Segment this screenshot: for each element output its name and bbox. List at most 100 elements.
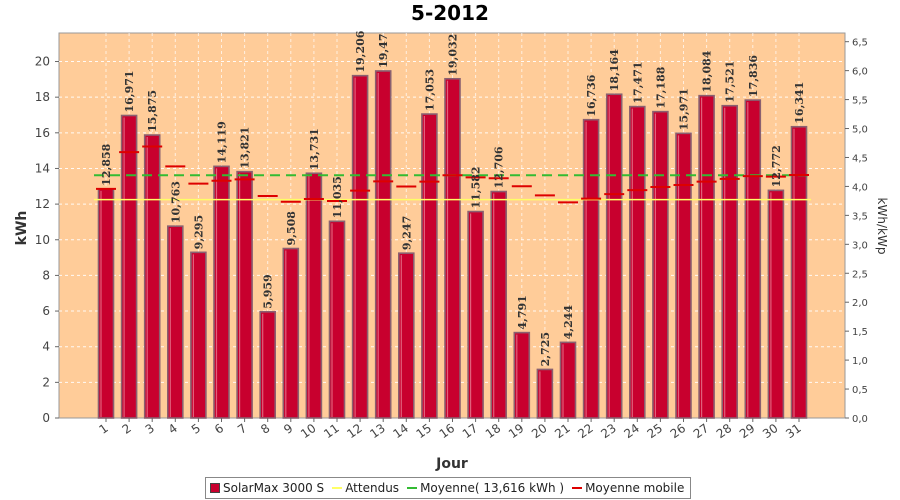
y-tick-label: 4 [42,340,50,354]
y-axis-right-title: kWh/kWp [875,198,889,255]
y-tick-label: 20 [35,55,50,69]
data-label: 5,959 [262,274,275,308]
x-tick-label: 26 [668,421,689,441]
y-tick-label: 18 [35,90,50,104]
legend-label-average: Moyenne( 13,616 kWh ) [420,481,565,495]
data-label: 16,971 [123,70,136,112]
y-right-tick-label: 2,0 [852,298,868,309]
x-tick-label: 6 [212,421,226,437]
y-tick-label: 0 [42,411,50,425]
x-tick-label: 10 [298,421,319,441]
x-tick-label: 28 [714,421,735,441]
data-label: 2,725 [539,332,552,366]
data-label: 18,164 [608,49,621,91]
y-right-tick-label: 6,5 [852,38,868,49]
y-tick-label: 10 [35,233,50,247]
data-label: 16,341 [793,82,806,124]
x-tick-label: 15 [414,421,435,441]
x-tick-label: 25 [645,421,666,441]
x-tick-label: 7 [235,421,249,437]
x-tick-label: 29 [737,421,758,441]
y-axis-title: kWh [14,211,30,246]
y-tick-label: 6 [42,304,50,318]
x-tick-label: 1 [96,421,110,437]
data-label: 18,084 [701,50,714,92]
chart-title: 5-2012 [411,1,489,25]
data-label: 9,295 [192,215,205,249]
x-tick-label: 12 [344,421,365,441]
x-tick-label: 9 [281,421,295,437]
y-right-tick-label: 6,0 [852,67,868,78]
data-label: 15,875 [146,90,159,132]
data-label: 9,247 [400,216,413,250]
data-label: 16,736 [585,74,598,116]
y-right-tick-label: 3,0 [852,240,868,251]
x-tick-label: 3 [143,421,157,437]
data-label: 13,821 [239,127,252,169]
x-tick-label: 21 [552,421,573,441]
x-tick-label: 31 [783,421,804,441]
legend-item-expected[interactable]: Attendus [332,481,399,495]
y-right-tick-label: 1,0 [852,356,868,367]
x-tick-label: 14 [390,421,411,441]
data-label: 17,471 [631,61,644,103]
x-tick-label: 11 [321,421,342,441]
bar-series [97,70,808,419]
y-right-tick-label: 3,5 [852,211,868,222]
reference-lines [94,145,811,204]
data-label: 19,206 [354,30,367,72]
data-label: 14,119 [216,121,229,163]
y-right-tick-label: 4,0 [852,182,868,193]
data-label: 17,521 [724,61,737,103]
x-tick-label: 24 [621,421,642,441]
x-tick-label: 13 [367,421,388,441]
x-tick-label: 16 [437,421,458,441]
x-tick-label: 2 [120,421,134,437]
data-label: 15,971 [678,88,691,130]
data-label: 19,032 [447,34,460,76]
y-tick-label: 2 [42,375,50,389]
x-tick-label: 5 [189,421,203,437]
y-right-tick-label: 2,5 [852,269,868,280]
y-right-tick-label: 5,5 [852,96,868,107]
data-label: 17,836 [747,55,760,97]
x-tick-label: 20 [529,421,550,441]
x-tick-label: 18 [483,421,504,441]
legend-label-expected: Attendus [345,481,400,495]
x-axis-title: Jour [435,456,468,472]
legend-swatch-moving-average [572,487,583,489]
data-label: 9,508 [285,211,298,246]
legend-label-moving-average: Moyenne mobile [585,481,685,495]
x-tick-label: 19 [506,421,527,441]
y-tick-label: 14 [35,161,50,175]
x-tick-label: 23 [598,421,619,441]
x-tick-label: 8 [258,421,272,437]
legend-item-moving-average[interactable]: Moyenne mobile [572,481,684,495]
legend: SolarMax 3000 S Attendus Moyenne( 13,616… [205,477,692,499]
legend-swatch-average [407,487,418,489]
data-label: 4,244 [562,305,575,340]
legend-label-production: SolarMax 3000 S [223,481,325,495]
y-right-tick-label: 0,5 [852,385,868,396]
x-tick-label: 4 [166,421,180,437]
data-label: 19,47 [377,34,390,68]
x-tick-label: 30 [760,421,781,441]
y-tick-label: 8 [42,268,50,282]
data-labels: 12,858 16,971 15,875 10,763 9,295 14,119 13,82… [100,30,806,366]
y-right-tick-label: 5,0 [852,125,868,136]
data-label: 12,772 [770,145,783,187]
data-label: 11,582 [470,166,483,208]
data-label: 17,188 [654,66,667,108]
x-tick-label: 27 [691,421,712,441]
x-tick-label: 22 [575,421,596,441]
y-tick-label: 16 [35,126,50,140]
y-right-tick-label: 4,5 [852,153,868,164]
legend-item-production[interactable]: SolarMax 3000 S [210,481,324,495]
data-label: 12,706 [493,146,506,188]
legend-item-average[interactable]: Moyenne( 13,616 kWh ) [407,481,564,495]
x-tick-label: 17 [460,421,481,441]
data-label: 13,731 [308,128,321,170]
data-label: 10,763 [169,181,182,223]
data-label: 11,035 [331,176,344,218]
legend-swatch-expected [332,487,343,489]
